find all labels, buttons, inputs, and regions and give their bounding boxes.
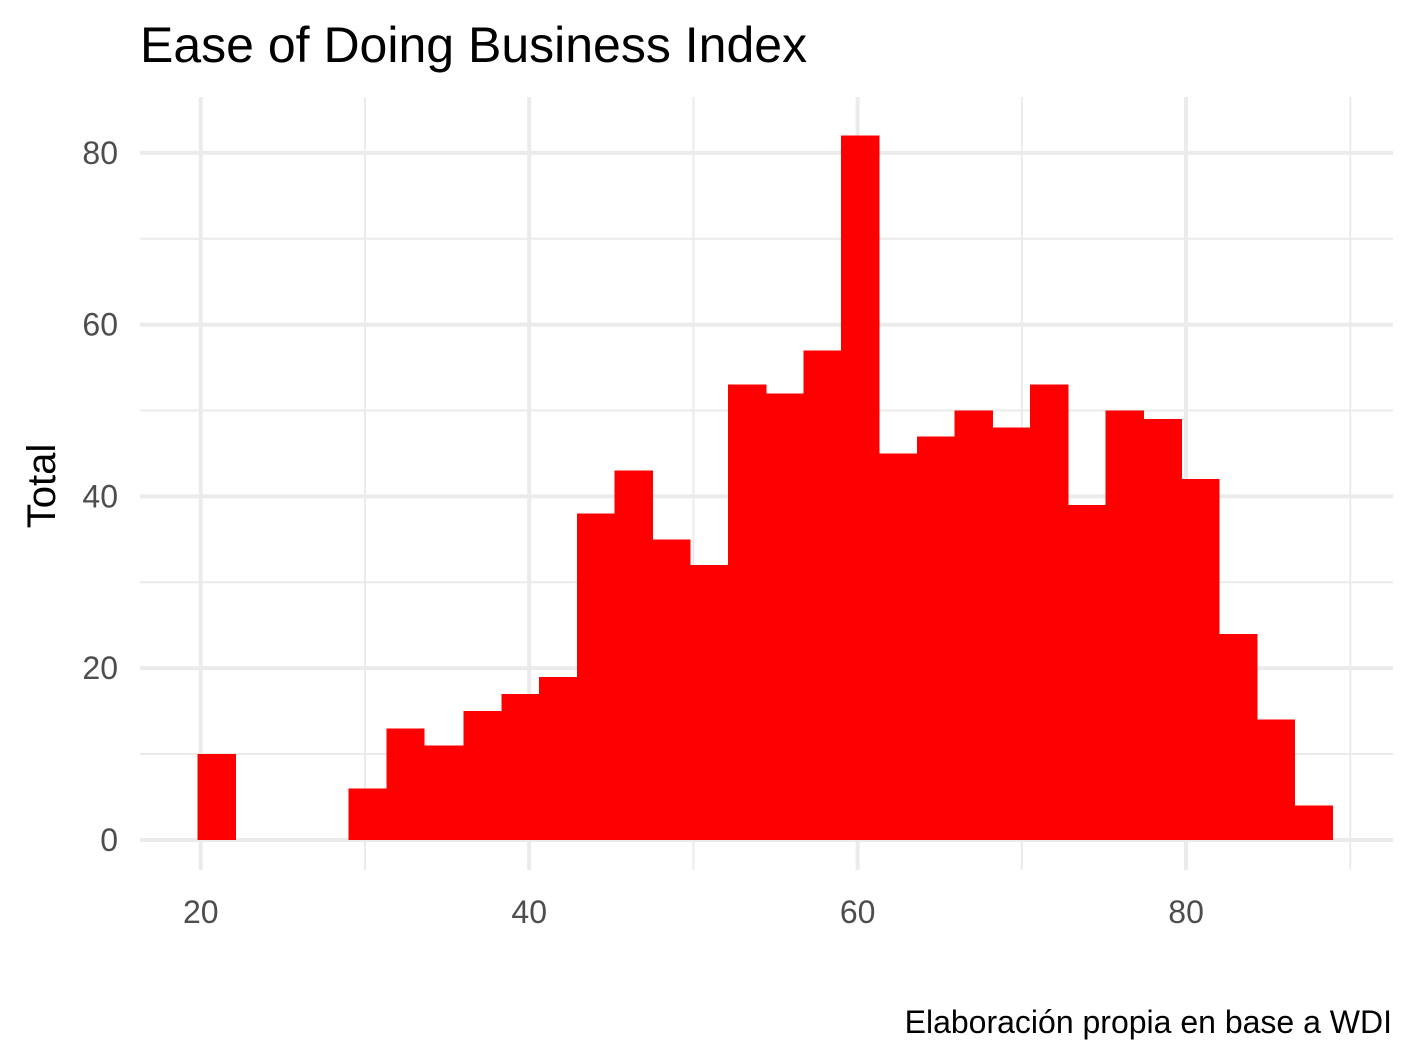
histogram-bar bbox=[614, 470, 653, 840]
y-tick-label: 20 bbox=[82, 650, 118, 686]
histogram-bar bbox=[803, 350, 842, 840]
y-tick-labels: 0 20 40 60 80 bbox=[82, 135, 118, 858]
x-tick-labels: 20 40 60 80 bbox=[183, 894, 1204, 930]
histogram-bar bbox=[727, 384, 767, 840]
y-axis-label: Total bbox=[20, 444, 64, 529]
chart-title: Ease of Doing Business Index bbox=[140, 17, 807, 73]
y-tick-label: 40 bbox=[82, 478, 118, 514]
histogram-bar bbox=[690, 565, 729, 840]
chart-caption: Elaboración propia en base a WDI bbox=[905, 1004, 1392, 1040]
histogram-bar bbox=[424, 745, 465, 840]
x-tick-label: 60 bbox=[840, 894, 876, 930]
histogram-bars bbox=[197, 135, 1333, 840]
x-tick-label: 20 bbox=[183, 894, 219, 930]
histogram-bar bbox=[765, 393, 805, 840]
histogram-bar bbox=[463, 711, 502, 840]
histogram-bar bbox=[386, 728, 425, 840]
histogram-bar bbox=[348, 788, 387, 840]
histogram-bar bbox=[878, 453, 918, 840]
histogram-bar bbox=[1181, 479, 1220, 840]
y-tick-label: 60 bbox=[82, 307, 118, 343]
histogram-bar bbox=[1067, 504, 1107, 840]
histogram-bar bbox=[1105, 410, 1144, 840]
histogram-bar bbox=[1256, 719, 1296, 840]
histogram-bar bbox=[841, 135, 880, 840]
histogram-bar bbox=[197, 754, 236, 840]
histogram-bar bbox=[916, 436, 956, 840]
histogram-bar bbox=[652, 539, 691, 840]
histogram-bar bbox=[992, 427, 1031, 840]
x-tick-label: 40 bbox=[511, 894, 547, 930]
histogram-bar bbox=[1030, 384, 1069, 840]
histogram-bar bbox=[1143, 419, 1182, 840]
histogram-bar bbox=[539, 676, 578, 840]
histogram-bar bbox=[1218, 633, 1258, 840]
y-tick-label: 0 bbox=[100, 822, 118, 858]
histogram-bar bbox=[1294, 805, 1333, 840]
y-tick-label: 80 bbox=[82, 135, 118, 171]
histogram-bar bbox=[576, 513, 616, 840]
histogram-bar bbox=[954, 410, 993, 840]
x-tick-label: 80 bbox=[1168, 894, 1204, 930]
histogram-bar bbox=[501, 693, 540, 840]
